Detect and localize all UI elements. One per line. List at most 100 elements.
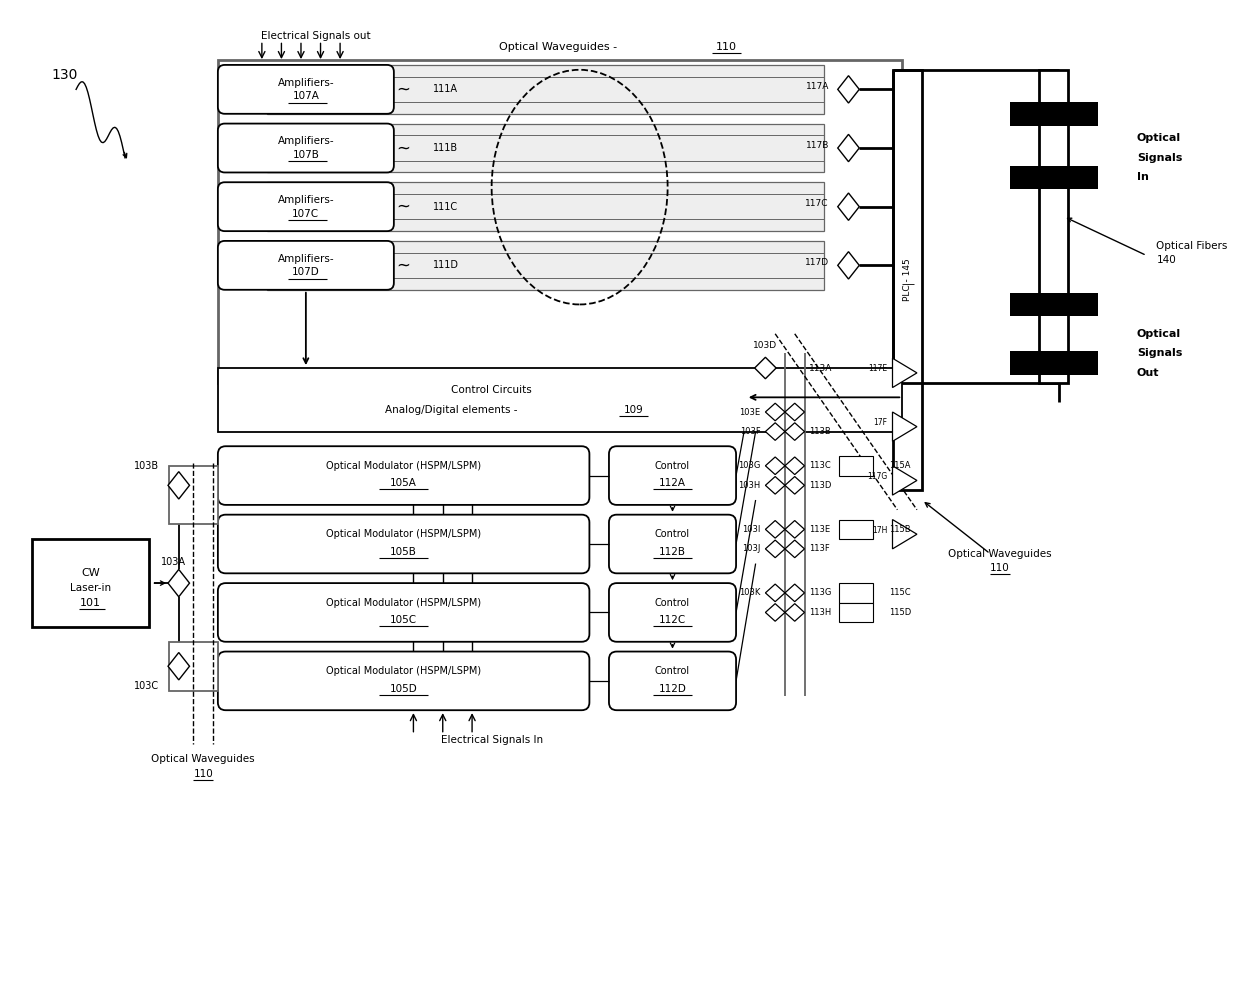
- Text: 103J: 103J: [742, 544, 760, 553]
- Text: 105D: 105D: [389, 684, 418, 694]
- Text: Control: Control: [655, 529, 691, 539]
- Text: Control: Control: [655, 666, 691, 676]
- Text: 117D: 117D: [805, 258, 830, 267]
- Text: 103K: 103K: [739, 588, 760, 597]
- Text: Optical Modulator (HSPM/LSPM): Optical Modulator (HSPM/LSPM): [326, 666, 481, 676]
- Text: 111A: 111A: [433, 84, 458, 94]
- Text: 117E: 117E: [868, 364, 888, 373]
- Text: 113E: 113E: [810, 525, 831, 534]
- Polygon shape: [838, 252, 859, 279]
- Polygon shape: [893, 520, 916, 549]
- Polygon shape: [785, 457, 805, 475]
- Bar: [1009, 166, 1097, 189]
- Polygon shape: [765, 403, 785, 421]
- Text: 113F: 113F: [810, 544, 830, 553]
- Text: Optical: Optical: [1137, 133, 1180, 143]
- Text: 103C: 103C: [134, 681, 159, 691]
- Text: Laser-in: Laser-in: [71, 583, 112, 593]
- FancyBboxPatch shape: [218, 515, 589, 573]
- Text: 110: 110: [991, 563, 1009, 573]
- Text: Optical Waveguides -: Optical Waveguides -: [500, 42, 621, 52]
- Text: 17F: 17F: [874, 418, 888, 427]
- Text: 105A: 105A: [391, 478, 417, 488]
- Polygon shape: [838, 193, 859, 220]
- Text: ~: ~: [397, 139, 410, 157]
- Bar: [1009, 293, 1097, 316]
- Text: 101: 101: [81, 598, 102, 608]
- Polygon shape: [838, 134, 859, 162]
- Polygon shape: [785, 604, 805, 621]
- Bar: [267, 65, 825, 114]
- FancyBboxPatch shape: [218, 446, 589, 505]
- FancyBboxPatch shape: [609, 652, 737, 710]
- Text: 107A: 107A: [293, 91, 320, 101]
- Text: Optical: Optical: [1137, 329, 1180, 339]
- Polygon shape: [765, 457, 785, 475]
- Bar: [267, 241, 825, 290]
- Polygon shape: [765, 477, 785, 494]
- Bar: [169, 466, 218, 524]
- Text: 105B: 105B: [391, 547, 417, 557]
- Text: Out: Out: [1137, 368, 1159, 378]
- Text: 113D: 113D: [810, 481, 832, 490]
- Text: 115B: 115B: [889, 525, 911, 534]
- Text: 111C: 111C: [433, 202, 458, 212]
- Text: In: In: [1137, 172, 1148, 182]
- Text: 103E: 103E: [739, 408, 760, 417]
- Text: Optical Waveguides: Optical Waveguides: [949, 549, 1052, 559]
- Text: 140: 140: [1157, 255, 1177, 265]
- Text: CW: CW: [82, 568, 100, 578]
- Text: 103I: 103I: [742, 525, 760, 534]
- FancyBboxPatch shape: [609, 583, 737, 642]
- Text: 115D: 115D: [889, 608, 911, 617]
- Bar: [838, 456, 873, 476]
- FancyBboxPatch shape: [218, 124, 394, 172]
- Text: 103B: 103B: [134, 461, 159, 471]
- Polygon shape: [167, 569, 190, 597]
- Text: Amplifiers-: Amplifiers-: [278, 254, 335, 264]
- Text: 107D: 107D: [291, 267, 320, 277]
- Polygon shape: [785, 540, 805, 558]
- Text: 130: 130: [52, 68, 78, 82]
- FancyBboxPatch shape: [218, 241, 394, 290]
- Text: Amplifiers-: Amplifiers-: [278, 136, 335, 146]
- Text: Electrical Signals out: Electrical Signals out: [260, 31, 371, 41]
- Bar: [838, 603, 873, 622]
- Text: 17H: 17H: [872, 526, 888, 535]
- Text: Signals: Signals: [1137, 348, 1182, 358]
- Text: 111B: 111B: [433, 143, 458, 153]
- Text: 103F: 103F: [740, 427, 760, 436]
- Text: PLC - 145: PLC - 145: [903, 259, 911, 301]
- Text: Signals: Signals: [1137, 153, 1182, 163]
- Text: Optical Modulator (HSPM/LSPM): Optical Modulator (HSPM/LSPM): [326, 461, 481, 471]
- Text: 115A: 115A: [889, 461, 911, 470]
- Bar: [893, 70, 921, 490]
- Polygon shape: [765, 604, 785, 621]
- Text: 112C: 112C: [658, 615, 686, 625]
- FancyBboxPatch shape: [218, 583, 589, 642]
- Bar: [218, 368, 903, 432]
- Polygon shape: [765, 584, 785, 602]
- Text: Control: Control: [655, 461, 691, 471]
- Text: 117B: 117B: [806, 141, 830, 150]
- Bar: [838, 583, 873, 603]
- Bar: [1009, 351, 1097, 375]
- Text: 117A: 117A: [806, 82, 830, 91]
- Text: 112A: 112A: [658, 478, 686, 488]
- FancyBboxPatch shape: [218, 182, 394, 231]
- Polygon shape: [785, 477, 805, 494]
- Text: 103D: 103D: [754, 341, 777, 350]
- Bar: [32, 539, 150, 627]
- Polygon shape: [765, 423, 785, 440]
- Bar: [838, 520, 873, 539]
- Text: 115C: 115C: [889, 588, 911, 597]
- Polygon shape: [755, 357, 776, 379]
- Text: ~: ~: [397, 80, 410, 98]
- Text: 109: 109: [624, 405, 644, 415]
- Text: Electrical Signals In: Electrical Signals In: [440, 735, 543, 745]
- FancyBboxPatch shape: [609, 515, 737, 573]
- FancyBboxPatch shape: [218, 652, 589, 710]
- Text: 113H: 113H: [810, 608, 832, 617]
- Polygon shape: [785, 584, 805, 602]
- Text: Optical Fibers: Optical Fibers: [1157, 241, 1228, 251]
